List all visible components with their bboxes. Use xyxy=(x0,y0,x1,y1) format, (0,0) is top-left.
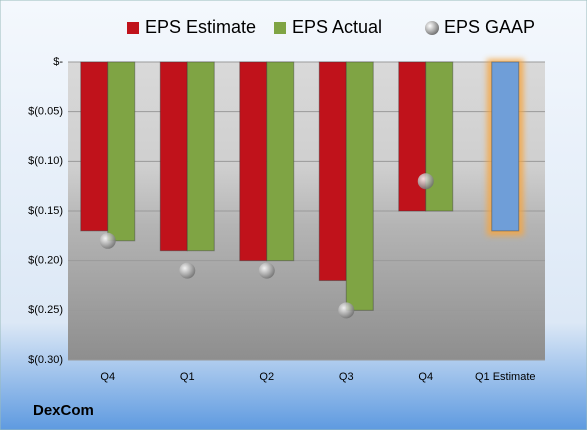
y-tick-label: $(0.15) xyxy=(28,205,63,217)
x-tick-label: Q1 xyxy=(180,371,195,383)
bar xyxy=(345,61,374,311)
bar xyxy=(239,61,268,262)
bar xyxy=(80,61,109,232)
legend-marker xyxy=(274,22,286,34)
legend-label: EPS Actual xyxy=(292,17,382,37)
legend-marker xyxy=(425,21,439,35)
gaap-marker xyxy=(179,262,196,279)
bar xyxy=(491,61,520,232)
gaap-marker xyxy=(258,262,275,279)
legend-label: EPS Estimate xyxy=(145,17,256,37)
y-tick-label: $- xyxy=(53,56,63,68)
bar xyxy=(318,61,347,282)
legend-label: EPS GAAP xyxy=(444,17,535,37)
bar xyxy=(398,61,427,212)
bar xyxy=(425,61,454,212)
x-tick-label: Q3 xyxy=(339,371,354,383)
gaap-marker xyxy=(99,232,116,249)
y-tick-label: $(0.10) xyxy=(28,155,63,167)
gaap-marker xyxy=(417,173,434,190)
y-tick-label: $(0.30) xyxy=(28,354,63,366)
legend-marker xyxy=(127,22,139,34)
y-tick-label: $(0.25) xyxy=(28,304,63,316)
bar xyxy=(266,61,295,262)
bar xyxy=(159,61,188,252)
bar xyxy=(107,61,136,242)
y-tick-label: $(0.20) xyxy=(28,255,63,267)
y-tick-label: $(0.05) xyxy=(28,106,63,118)
x-tick-label: Q1 Estimate xyxy=(475,371,536,383)
x-tick-label: Q4 xyxy=(100,371,115,383)
footer: DexCom xyxy=(33,402,94,419)
gaap-marker xyxy=(338,302,355,319)
x-tick-label: Q2 xyxy=(259,371,274,383)
x-tick-label: Q4 xyxy=(418,371,433,383)
bar xyxy=(186,61,215,252)
